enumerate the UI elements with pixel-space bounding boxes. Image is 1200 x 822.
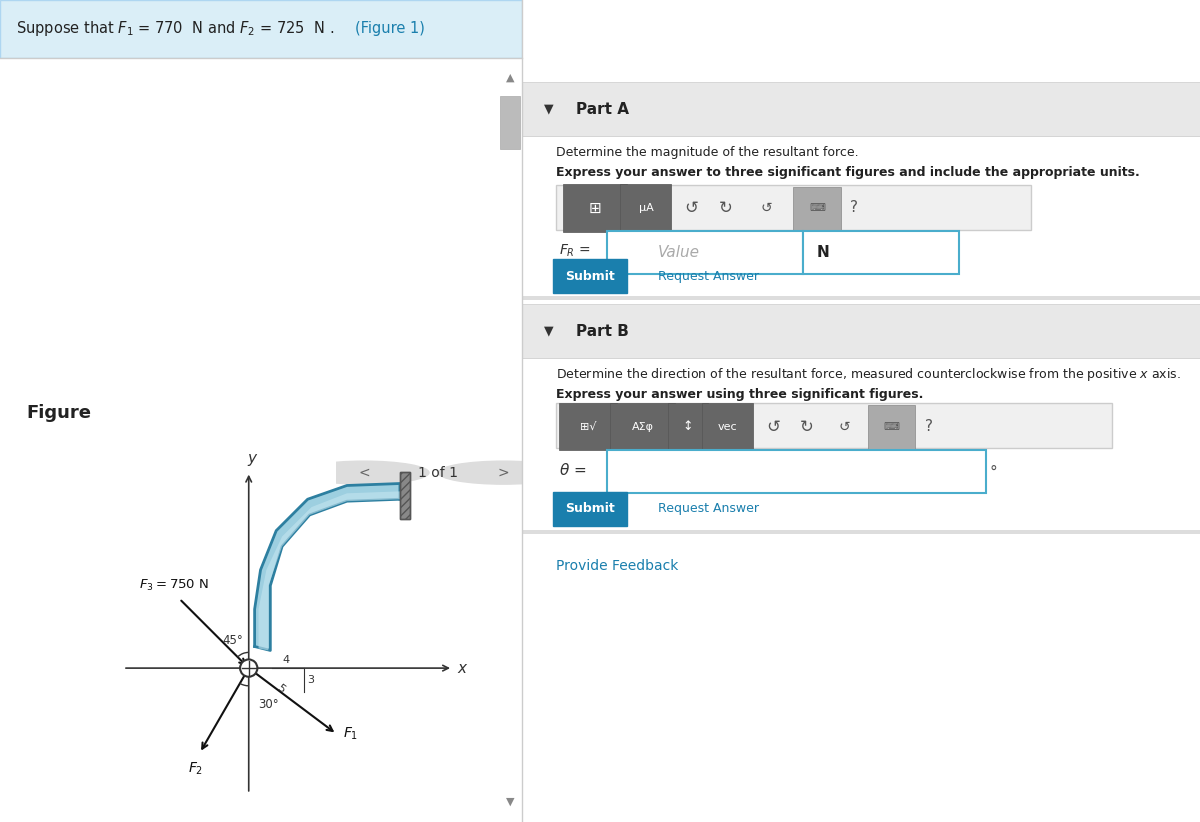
FancyBboxPatch shape	[556, 185, 1031, 230]
Text: ⊞√: ⊞√	[580, 422, 596, 432]
Text: Express your answer to three significant figures and include the appropriate uni: Express your answer to three significant…	[556, 166, 1140, 179]
FancyBboxPatch shape	[552, 492, 628, 526]
FancyBboxPatch shape	[522, 82, 1200, 136]
FancyBboxPatch shape	[522, 304, 1200, 358]
Text: 45°: 45°	[222, 634, 242, 647]
Text: 1 of 1: 1 of 1	[419, 465, 458, 480]
Bar	[400, 472, 409, 519]
FancyBboxPatch shape	[610, 403, 674, 450]
Text: ↻: ↻	[800, 418, 814, 436]
Text: ↕: ↕	[683, 420, 694, 433]
Text: Suppose that $F_1$ = 770  N and $F_2$ = 725  N .: Suppose that $F_1$ = 770 N and $F_2$ = 7…	[16, 19, 335, 39]
Text: >: >	[498, 465, 509, 480]
Text: ⊞: ⊞	[589, 201, 601, 215]
Circle shape	[299, 461, 430, 484]
Circle shape	[438, 461, 569, 484]
FancyBboxPatch shape	[803, 231, 959, 274]
FancyBboxPatch shape	[522, 530, 1200, 534]
FancyBboxPatch shape	[559, 403, 617, 450]
FancyBboxPatch shape	[607, 231, 803, 274]
Text: Part B: Part B	[576, 324, 629, 339]
Text: ↺: ↺	[766, 418, 780, 436]
Bar	[400, 472, 409, 519]
Circle shape	[240, 659, 257, 677]
FancyBboxPatch shape	[522, 358, 1200, 559]
Polygon shape	[254, 483, 400, 650]
Text: Value: Value	[658, 245, 700, 260]
Text: ▼: ▼	[505, 797, 515, 806]
Text: Request Answer: Request Answer	[658, 502, 758, 515]
Text: Part A: Part A	[576, 102, 629, 117]
FancyBboxPatch shape	[552, 259, 628, 293]
Text: 4: 4	[282, 655, 289, 665]
Text: Figure: Figure	[26, 404, 91, 422]
Text: Determine the direction of the resultant force, measured counterclockwise from t: Determine the direction of the resultant…	[556, 366, 1181, 382]
Text: N: N	[817, 245, 829, 260]
Text: $x$: $x$	[457, 661, 468, 676]
Text: Submit: Submit	[565, 270, 614, 283]
Text: Determine the magnitude of the resultant force.: Determine the magnitude of the resultant…	[556, 145, 858, 159]
Text: ↺: ↺	[761, 201, 772, 215]
Text: Request Answer: Request Answer	[658, 270, 758, 283]
Text: $F_1$: $F_1$	[342, 726, 358, 742]
FancyBboxPatch shape	[556, 403, 1112, 448]
FancyBboxPatch shape	[868, 405, 916, 449]
Text: °: °	[990, 464, 997, 479]
FancyBboxPatch shape	[667, 403, 708, 450]
Text: $y$: $y$	[247, 452, 258, 468]
Text: ▼: ▼	[545, 103, 554, 116]
Text: ↺: ↺	[839, 419, 850, 434]
FancyBboxPatch shape	[620, 184, 671, 232]
Text: $F_R$ =: $F_R$ =	[559, 242, 590, 259]
FancyBboxPatch shape	[607, 450, 986, 493]
Text: Submit: Submit	[565, 502, 614, 515]
Text: ▼: ▼	[545, 325, 554, 338]
Text: Express your answer using three significant figures.: Express your answer using three signific…	[556, 388, 923, 401]
Text: 3: 3	[307, 675, 314, 685]
Text: <: <	[358, 465, 370, 480]
FancyBboxPatch shape	[793, 187, 841, 230]
Text: $\theta$ =: $\theta$ =	[559, 462, 587, 478]
Text: ⌨: ⌨	[809, 203, 824, 213]
Text: ↻: ↻	[719, 199, 732, 217]
FancyBboxPatch shape	[563, 184, 628, 232]
FancyBboxPatch shape	[522, 0, 1200, 82]
FancyBboxPatch shape	[522, 296, 1200, 300]
Text: ▲: ▲	[505, 73, 515, 83]
Text: $F_2$: $F_2$	[188, 761, 203, 778]
FancyBboxPatch shape	[522, 136, 1200, 296]
FancyBboxPatch shape	[702, 403, 752, 450]
Text: $F_3 = 750$ N: $F_3 = 750$ N	[139, 578, 209, 593]
Text: 30°: 30°	[258, 698, 280, 710]
Text: μΑ: μΑ	[638, 203, 654, 213]
Text: ΑΣφ: ΑΣφ	[631, 422, 654, 432]
Text: ↺: ↺	[684, 199, 698, 217]
Text: ?: ?	[851, 201, 858, 215]
Text: ?: ?	[925, 419, 932, 434]
Text: 5: 5	[275, 682, 287, 695]
Text: Provide Feedback: Provide Feedback	[556, 559, 678, 573]
Text: ⌨: ⌨	[883, 422, 900, 432]
Text: vec: vec	[718, 422, 737, 432]
Polygon shape	[258, 492, 400, 650]
FancyBboxPatch shape	[522, 534, 1200, 822]
Text: (Figure 1): (Figure 1)	[355, 21, 425, 36]
Bar	[500, 95, 520, 150]
